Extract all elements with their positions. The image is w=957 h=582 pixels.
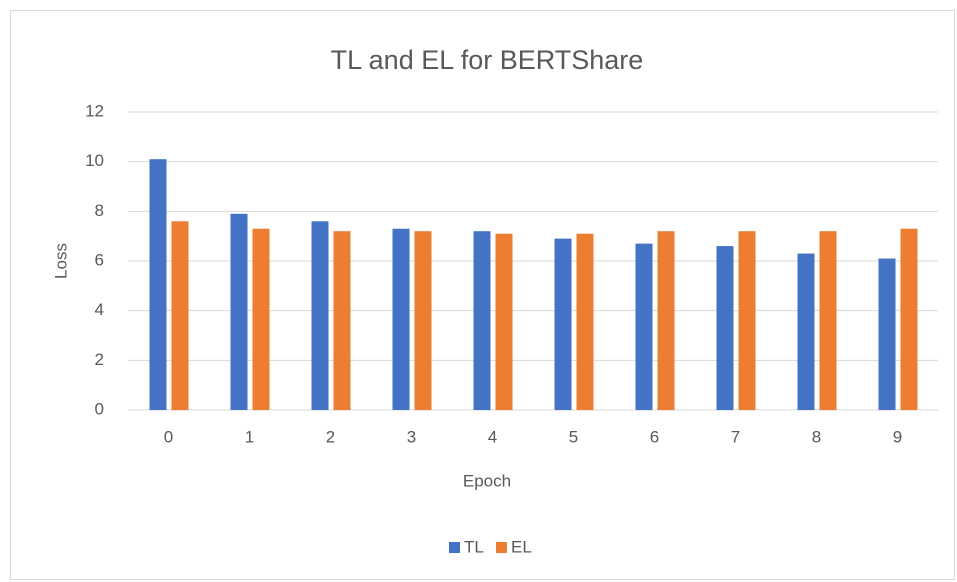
bar — [738, 231, 756, 410]
bar — [878, 258, 896, 410]
bar — [333, 231, 351, 410]
y-tick-label: 10 — [85, 151, 104, 170]
y-axis-label: Loss — [51, 243, 70, 279]
bar — [311, 221, 329, 410]
bar — [230, 213, 248, 410]
x-tick-label: 9 — [893, 427, 902, 446]
legend-swatch — [496, 542, 507, 553]
x-tick-label: 4 — [488, 427, 497, 446]
bar — [900, 228, 918, 410]
y-tick-label: 4 — [95, 300, 104, 319]
bar — [716, 246, 734, 410]
x-tick-label: 6 — [650, 427, 659, 446]
y-tick-label: 8 — [95, 201, 104, 220]
legend-label: EL — [511, 537, 532, 556]
chart-title: TL and EL for BERTShare — [331, 45, 644, 75]
bar — [149, 159, 167, 410]
bar — [473, 231, 491, 410]
x-tick-label: 3 — [407, 427, 416, 446]
y-tick-label: 0 — [95, 399, 104, 418]
x-tick-label: 2 — [326, 427, 335, 446]
legend-swatch — [449, 542, 460, 553]
bar — [414, 231, 432, 410]
bar — [576, 233, 594, 410]
x-tick-label: 5 — [569, 427, 578, 446]
bar — [554, 238, 572, 410]
y-tick-label: 2 — [95, 350, 104, 369]
y-tick-label: 12 — [85, 101, 104, 120]
bar — [797, 253, 815, 410]
bar — [495, 233, 513, 410]
bar — [657, 231, 675, 410]
bar — [392, 228, 410, 410]
bar — [819, 231, 837, 410]
legend-label: TL — [464, 537, 484, 556]
bar — [252, 228, 270, 410]
x-tick-label: 1 — [245, 427, 254, 446]
x-tick-label: 0 — [164, 427, 173, 446]
x-axis-label: Epoch — [463, 471, 511, 490]
y-tick-label: 6 — [95, 250, 104, 269]
x-tick-label: 7 — [731, 427, 740, 446]
bar — [171, 221, 189, 410]
x-tick-label: 8 — [812, 427, 821, 446]
bar — [635, 243, 653, 410]
